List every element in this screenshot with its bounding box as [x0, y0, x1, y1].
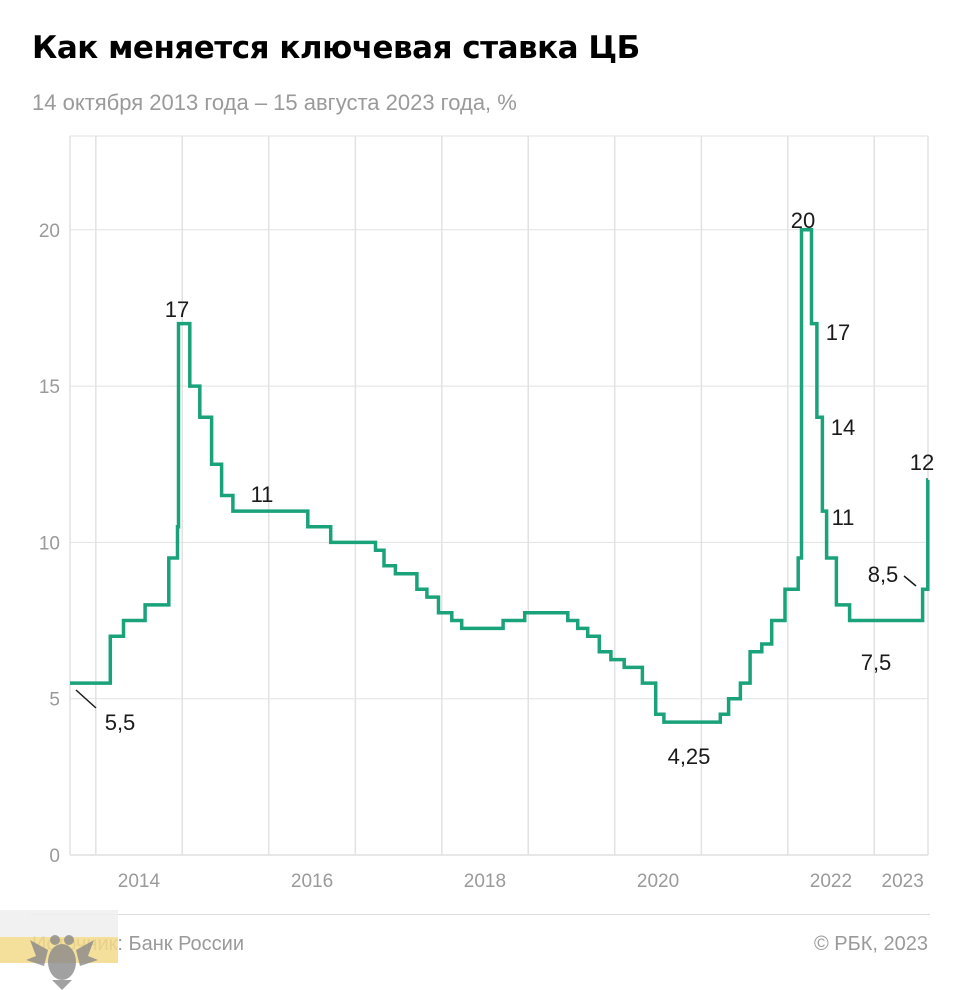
data-label-12: 12 [910, 450, 934, 475]
leader-line [75, 689, 97, 709]
y-tick-label: 10 [39, 533, 60, 554]
coat-of-arms-icon [0, 910, 118, 990]
copyright-text: © РБК, 2023 [813, 933, 928, 955]
chart-title: Как меняется ключевая ставка ЦБ [32, 30, 640, 66]
x-tick-label: 2022 [810, 871, 852, 892]
x-tick-label: 2020 [637, 871, 679, 892]
series-key-rate [70, 228, 930, 724]
chart-subtitle: 14 октября 2013 года – 15 августа 2023 г… [32, 90, 517, 115]
y-tick-label: 20 [39, 221, 60, 242]
x-tick-label: 2018 [464, 871, 506, 892]
data-label-8-5: 8,5 [868, 562, 899, 587]
y-tick-label: 15 [39, 377, 60, 398]
y-axis: 0 5 10 15 20 [39, 221, 60, 867]
data-label-14: 14 [831, 415, 855, 440]
x-tick-label: 2023 [882, 871, 924, 892]
data-label-17: 17 [826, 320, 850, 345]
x-tick-label: 2016 [291, 871, 333, 892]
data-label-4-25: 4,25 [668, 744, 711, 769]
x-tick-label: 2014 [118, 871, 161, 892]
data-label-11: 11 [251, 482, 274, 507]
horizontal-gridlines [70, 135, 928, 856]
data-label-11: 11 [832, 505, 855, 530]
x-axis: 2014 2016 2018 2020 2022 2023 [118, 871, 924, 892]
data-label-7-5: 7,5 [861, 650, 892, 675]
vertical-gridlines [69, 136, 929, 855]
leader-line [903, 575, 917, 587]
footer-divider [30, 914, 930, 915]
key-rate-line [70, 228, 930, 724]
y-tick-label: 0 [49, 846, 60, 867]
y-tick-label: 5 [49, 690, 60, 711]
data-label-5-5: 5,5 [105, 710, 136, 735]
data-label-17: 17 [165, 297, 189, 322]
data-label-20: 20 [791, 208, 815, 233]
data-labels: 5,5 17 11 4,25 20 17 14 11 7,5 8,5 12 [75, 208, 934, 769]
